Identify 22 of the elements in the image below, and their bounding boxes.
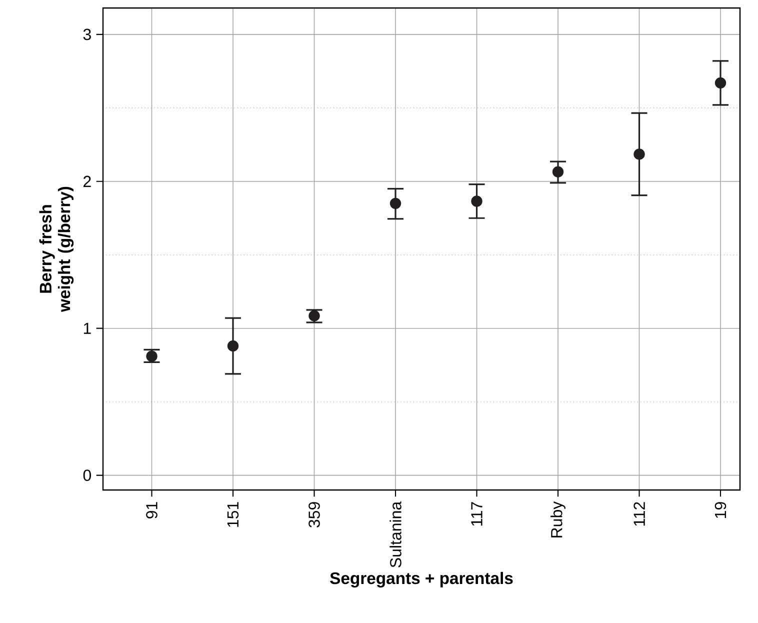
x-tick-label: Sultanina	[390, 501, 402, 568]
point	[714, 77, 726, 89]
y-tick-label: 0	[83, 470, 92, 481]
point	[308, 310, 320, 322]
y-axis-title: Berry fresh weight (g/berry)	[39, 186, 74, 312]
y-tick-label: 1	[84, 322, 91, 334]
x-axis-title: Segregants + parentals	[330, 572, 513, 588]
x-tick-label: 112	[634, 502, 645, 526]
x-tick-label: 19	[714, 502, 726, 518]
x-tick-label: Ruby	[550, 501, 566, 538]
x-tick-label: 151	[227, 502, 239, 527]
x-tick-label: 359	[308, 502, 320, 528]
point	[390, 198, 402, 210]
point	[146, 350, 158, 362]
point	[552, 166, 564, 178]
x-tick-label: 91	[146, 502, 158, 518]
x-tick-label: 117	[471, 502, 482, 526]
point	[471, 196, 482, 207]
point	[634, 148, 645, 160]
y-tick-label: 3	[83, 28, 91, 40]
y-tick-label: 2	[84, 176, 91, 187]
point	[227, 340, 239, 352]
